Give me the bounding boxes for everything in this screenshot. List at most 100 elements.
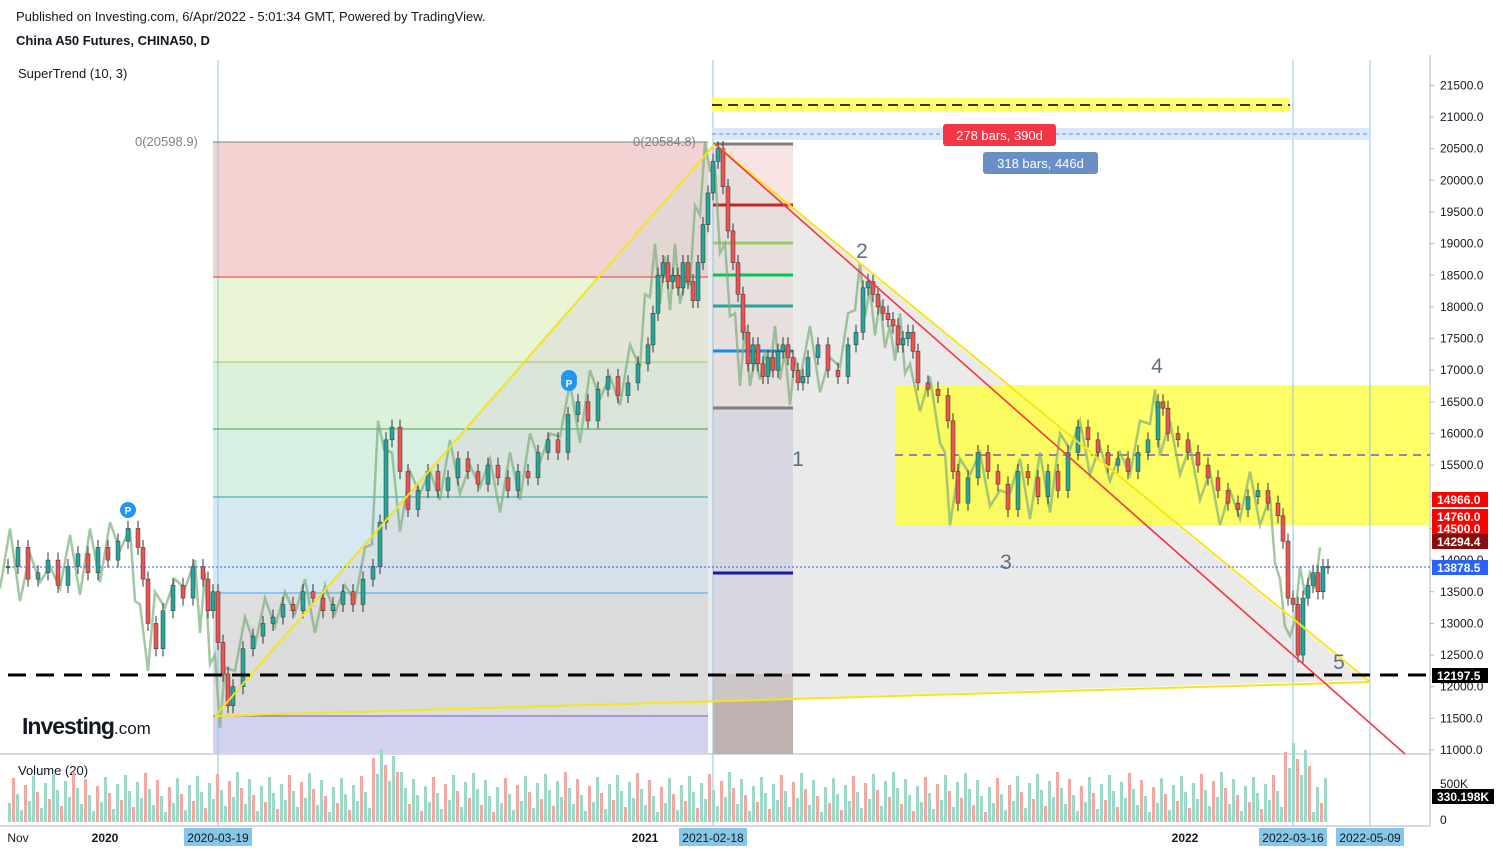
candle[interactable] [860, 287, 866, 333]
candle[interactable] [1215, 477, 1221, 491]
candle[interactable] [950, 420, 956, 472]
candle[interactable] [1085, 426, 1091, 441]
candle[interactable] [800, 376, 806, 384]
candle[interactable] [955, 471, 961, 504]
candle[interactable] [675, 275, 681, 289]
candle[interactable] [665, 262, 671, 282]
candle[interactable] [485, 464, 491, 485]
candle[interactable] [975, 452, 981, 479]
candle[interactable] [1290, 597, 1296, 605]
indicator-label[interactable]: SuperTrend (10, 3) [18, 66, 128, 81]
candle[interactable] [1135, 452, 1141, 472]
candle[interactable] [735, 262, 741, 295]
candle[interactable] [780, 344, 786, 352]
candle[interactable] [650, 312, 656, 346]
candle[interactable] [140, 547, 146, 580]
candle[interactable] [1045, 471, 1051, 498]
candle[interactable] [670, 275, 676, 282]
candle[interactable] [595, 388, 601, 422]
candle[interactable] [900, 338, 906, 346]
candle[interactable] [525, 471, 531, 479]
candle[interactable] [389, 426, 395, 441]
candle[interactable] [565, 414, 571, 453]
candle[interactable] [715, 148, 721, 162]
candle[interactable] [505, 477, 511, 491]
trendline-base[interactable] [214, 681, 1371, 717]
candle[interactable] [905, 331, 911, 339]
candle[interactable] [685, 262, 691, 282]
candle[interactable] [750, 344, 756, 365]
candle[interactable] [760, 363, 766, 377]
candle[interactable] [1025, 471, 1031, 479]
candle[interactable] [690, 281, 696, 301]
candle[interactable] [875, 293, 881, 308]
candle[interactable] [270, 616, 276, 624]
candle[interactable] [1275, 502, 1281, 517]
candle[interactable] [625, 382, 631, 396]
candle[interactable] [885, 312, 891, 320]
candle[interactable] [995, 471, 1001, 485]
candle[interactable] [605, 376, 611, 390]
candle[interactable] [1225, 490, 1231, 504]
candle[interactable] [350, 591, 356, 605]
candle[interactable] [1320, 566, 1326, 592]
candle[interactable] [1205, 464, 1211, 479]
candle[interactable] [1295, 604, 1301, 656]
candle[interactable] [1245, 496, 1251, 510]
candle[interactable] [660, 262, 666, 276]
candle[interactable] [370, 566, 376, 580]
candle[interactable] [190, 566, 196, 599]
candle[interactable] [720, 148, 726, 187]
candle[interactable] [925, 382, 931, 390]
candle[interactable] [220, 642, 226, 675]
candle[interactable] [815, 344, 821, 358]
candle[interactable] [1145, 439, 1151, 453]
candle[interactable] [835, 369, 841, 377]
candle[interactable] [330, 604, 336, 611]
candle[interactable] [765, 357, 771, 377]
candle[interactable] [415, 490, 421, 510]
candle[interactable] [645, 344, 651, 365]
candle[interactable] [895, 325, 901, 346]
candle[interactable] [360, 578, 366, 605]
candle[interactable] [383, 439, 389, 523]
volume-label[interactable]: Volume (20) [18, 763, 89, 778]
candle[interactable] [495, 464, 501, 479]
trendline-upper[interactable] [714, 143, 1371, 683]
candle[interactable] [205, 578, 211, 611]
candle[interactable] [730, 230, 736, 263]
candle[interactable] [180, 585, 186, 599]
candle[interactable] [85, 553, 91, 574]
candle[interactable] [725, 186, 731, 232]
candle[interactable] [300, 591, 306, 611]
candle[interactable] [65, 566, 71, 586]
candle[interactable] [125, 528, 131, 542]
candle[interactable] [965, 477, 971, 504]
candle[interactable] [1175, 433, 1181, 441]
candle[interactable] [200, 566, 206, 580]
candle[interactable] [710, 161, 716, 194]
candle[interactable] [95, 547, 101, 574]
candle[interactable] [310, 591, 316, 599]
candle[interactable] [397, 426, 403, 472]
candle[interactable] [115, 540, 121, 561]
candle[interactable] [575, 401, 581, 415]
candle[interactable] [320, 597, 326, 611]
candle[interactable] [705, 192, 711, 225]
pivot-marker[interactable] [561, 375, 577, 391]
candle[interactable] [985, 452, 991, 472]
candle[interactable] [910, 331, 916, 352]
candle[interactable] [75, 553, 81, 567]
candle[interactable] [280, 604, 286, 618]
candle[interactable] [805, 357, 811, 377]
candle[interactable] [740, 293, 746, 333]
candle[interactable] [135, 528, 141, 548]
candle[interactable] [145, 578, 151, 624]
candle[interactable] [160, 610, 166, 649]
candle[interactable] [1185, 439, 1191, 453]
candle[interactable] [1105, 452, 1111, 466]
candle[interactable] [1160, 401, 1166, 409]
candle[interactable] [865, 281, 871, 289]
candle[interactable] [1285, 540, 1291, 599]
